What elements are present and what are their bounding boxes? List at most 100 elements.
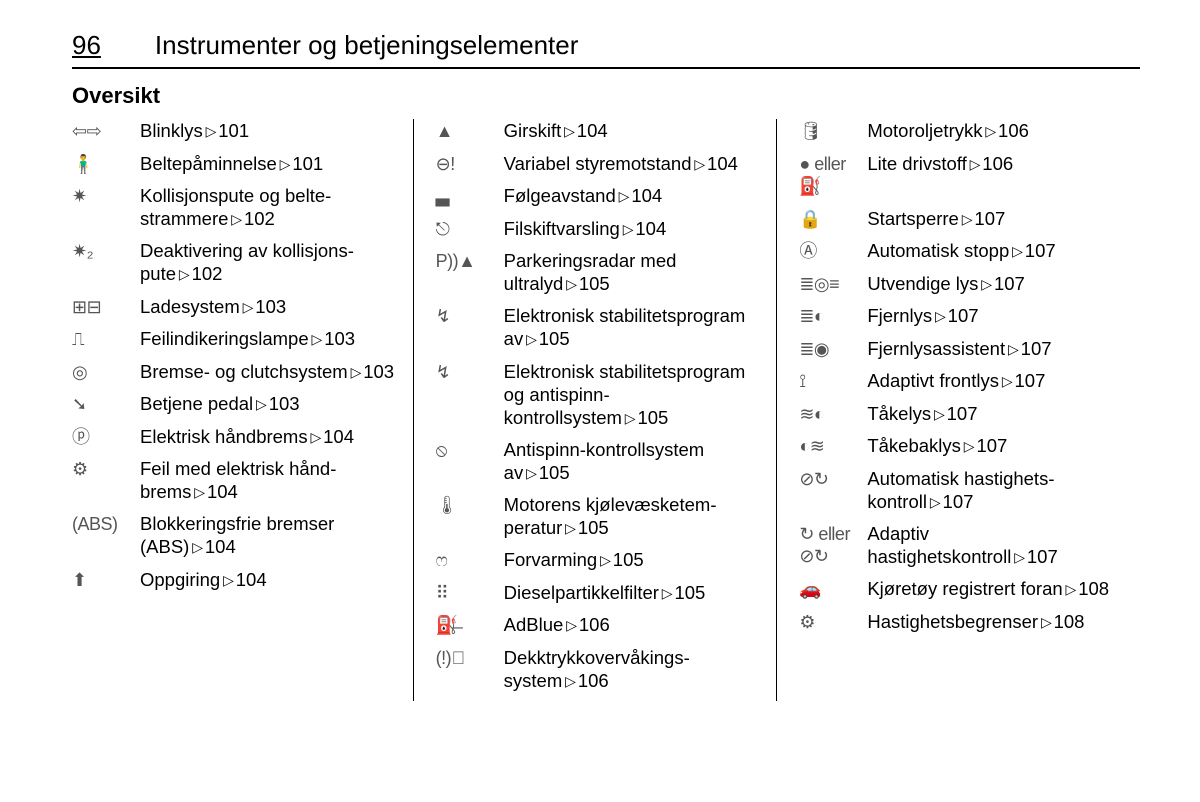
indicator-label: Startsperre107 [867,207,1005,230]
indicator-row: ⟟Adaptivt frontlys107 [799,369,1122,393]
indicator-label: Utvendige lys107 [867,272,1024,295]
indicator-label: Hastighetsbegrenser108 [867,610,1084,633]
indicator-label: Blokkeringsfrie bremser (ABS)104 [140,512,395,558]
indicator-label: Tåkelys107 [867,402,977,425]
indicator-row: ⠿Dieselpartikkelfilter105 [436,581,759,605]
page-reference: 103 [348,361,394,382]
indicator-label: Adaptivt frontlys107 [867,369,1045,392]
indicator-icon: ⟟ [799,369,867,393]
indicator-icon: (!)⃝ [436,646,504,670]
page-reference: 107 [1005,338,1051,359]
page-reference: 104 [616,185,662,206]
indicator-label: Girskift104 [504,119,608,142]
indicator-label: Elektronisk stabilitetspro­gram av105 [504,304,759,350]
indicator-row: ≣◉Fjernlysassistent107 [799,337,1122,361]
indicator-icon: ⚙ [72,457,140,481]
indicator-icon: ✷ [72,184,140,208]
page-reference: 107 [1009,240,1055,261]
indicator-row: ↻ eller ⊘↻Adaptiv hastighetskontroll107 [799,522,1122,568]
indicator-label: Dekktrykkovervåkings­system106 [504,646,759,692]
page-header: 96 Instrumenter og betjeningselementer [72,30,1140,69]
indicator-row: ⎍Feilindikeringslampe103 [72,327,395,351]
indicator-row: ⊖!Variabel styremotstand104 [436,152,759,176]
indicator-label: Elektronisk stabilitetspro­gram og antis… [504,360,759,429]
indicator-icon: 🌡 [436,493,504,517]
indicator-icon: ⊘↻ [799,467,867,491]
indicator-label: Parkeringsradar med ultralyd105 [504,249,759,295]
indicator-icon: ● eller ⛽ [799,152,867,198]
indicator-label: Motoroljetrykk106 [867,119,1029,142]
column-1: ⇦⇨Blinklys101🧍‍♂️Beltepåminnelse101✷Koll… [72,119,413,701]
indicator-label: Oppgiring104 [140,568,267,591]
page-reference: 104 [189,536,235,557]
indicator-icon: ↻ eller ⊘↻ [799,522,867,568]
indicator-label: Deaktivering av kollisjons­pute102 [140,239,395,285]
indicator-icon: ▲ [436,119,504,143]
page-reference: 104 [308,426,354,447]
indicator-label: Lite drivstoff106 [867,152,1013,175]
indicator-icon: ↯ [436,360,504,384]
indicator-label: Kjøretøy registrert foran108 [867,577,1109,600]
page-reference: 102 [176,263,222,284]
indicator-label: Betjene pedal103 [140,392,300,415]
indicator-label: Ladesystem103 [140,295,286,318]
page-reference: 107 [961,435,1007,456]
indicator-icon: ෆ [436,548,504,572]
indicator-icon: ↯ [436,304,504,328]
page-number: 96 [72,30,101,61]
indicator-icon: ➘ [72,392,140,416]
page-reference: 108 [1063,578,1109,599]
page-reference: 105 [523,328,569,349]
page-reference: 104 [692,153,738,174]
indicator-label: Motorens kjølevæsketem­peratur105 [504,493,759,539]
indicator-row: ↯Elektronisk stabilitetspro­gram av105 [436,304,759,350]
indicator-label: Dieselpartikkelfilter105 [504,581,706,604]
indicator-row: ⚙Feil med elektrisk hånd­brems104 [72,457,395,503]
page-reference: 105 [562,517,608,538]
page-reference: 105 [597,549,643,570]
indicator-icon: ⊖! [436,152,504,176]
page-reference: 107 [931,403,977,424]
indicator-icon: ◎ [72,360,140,384]
indicator-row: ➘Betjene pedal103 [72,392,395,416]
indicator-label: Kollisjonspute og belte­strammere102 [140,184,395,230]
indicator-icon: ▃ [436,184,504,208]
indicator-row: 🧍‍♂️Beltepåminnelse101 [72,152,395,176]
page-reference: 103 [240,296,286,317]
column-3: 🛢Motoroljetrykk106● eller ⛽Lite drivstof… [776,119,1140,701]
page-reference: 106 [562,670,608,691]
page-reference: 105 [622,407,668,428]
indicator-icon: 🛢 [799,119,867,143]
indicator-row: ▲Girskift104 [436,119,759,143]
indicator-icon: 🔒 [799,207,867,231]
indicator-row: ▃Følgeavstand104 [436,184,759,208]
indicator-label: Beltepåminnelse101 [140,152,323,175]
indicator-row: ↯Elektronisk stabilitetspro­gram og anti… [436,360,759,429]
indicator-label: Tåkebaklys107 [867,434,1007,457]
page-reference: 105 [563,273,609,294]
indicator-row: (!)⃝Dekktrykkovervåkings­system106 [436,646,759,692]
indicator-icon: ⠿ [436,581,504,605]
indicator-icon: P))▲ [436,249,504,273]
page-reference: 103 [309,328,355,349]
indicator-icon: (ABS) [72,512,140,536]
indicator-row: 🔒Startsperre107 [799,207,1122,231]
indicator-row: 🌡Motorens kjølevæsketem­peratur105 [436,493,759,539]
indicator-row: ⬆Oppgiring104 [72,568,395,592]
indicator-row: ⊞⊟Ladesystem103 [72,295,395,319]
indicator-row: (ABS)Blokkeringsfrie bremser (ABS)104 [72,512,395,558]
indicator-row: ⊘↻Automatisk hastig­hets­kontroll107 [799,467,1122,513]
indicator-row: ≣◐Fjernlys107 [799,304,1122,328]
indicator-row: ⛽̶AdBlue106 [436,613,759,637]
indicator-row: ≋◐Tåkelys107 [799,402,1122,426]
indicator-label: Automatisk hastig­hets­kontroll107 [867,467,1122,513]
indicator-icon: ≣◉ [799,337,867,361]
page-reference: 104 [620,218,666,239]
indicator-icon: ≣◎≡ [799,272,867,296]
page-reference: 104 [220,569,266,590]
indicator-label: Fjernlysassistent107 [867,337,1051,360]
indicator-row: ◎Bremse- og clutchsystem103 [72,360,395,384]
indicator-label: Blinklys101 [140,119,249,142]
page-reference: 106 [967,153,1013,174]
indicator-columns: ⇦⇨Blinklys101🧍‍♂️Beltepåminnelse101✷Koll… [72,119,1140,701]
